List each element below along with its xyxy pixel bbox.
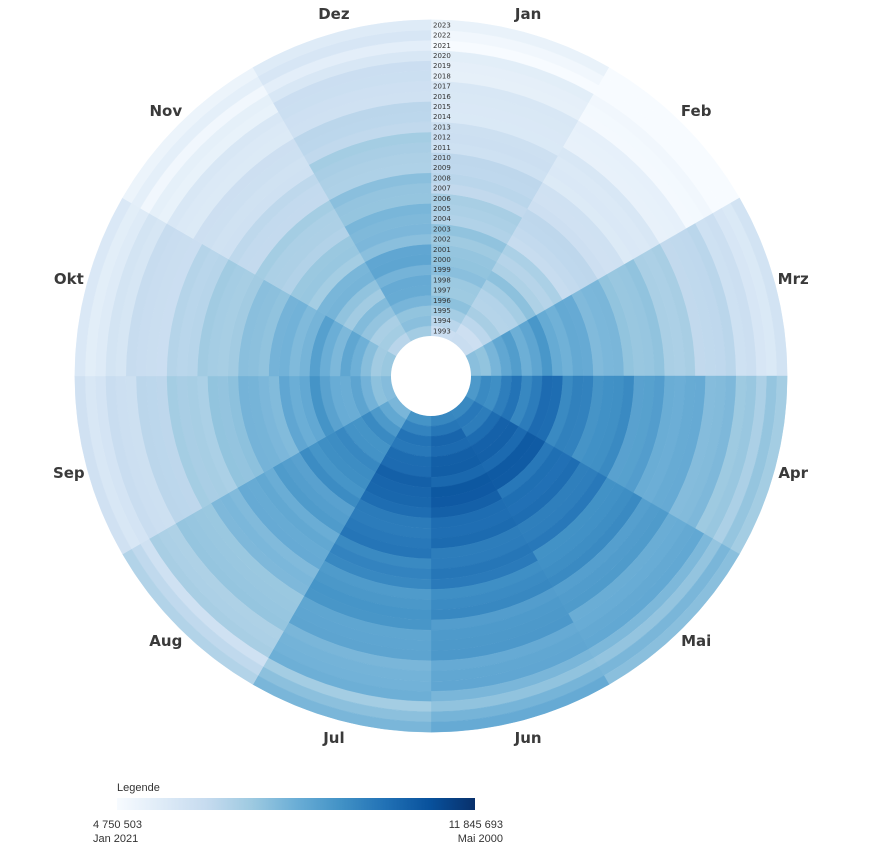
year-label-2007: 2007 (433, 185, 451, 193)
month-label-sep: Sep (53, 464, 85, 482)
year-label-2022: 2022 (433, 32, 451, 40)
heatmap-cells (74, 19, 788, 733)
month-label-nov: Nov (149, 102, 182, 120)
year-labels: 1993 1994 1995 1996 1997 1998 1999 2000 2001 2002… (433, 21, 451, 335)
center-hole (391, 336, 471, 416)
month-label-mai: Mai (681, 632, 711, 650)
year-label-2001: 2001 (433, 246, 451, 254)
legend-min-value: 4 750 503 (93, 819, 142, 831)
year-label-2019: 2019 (433, 62, 451, 70)
month-label-okt: Okt (54, 270, 84, 288)
year-label-2012: 2012 (433, 134, 451, 142)
legend-min: 4 750 503 Jan 2021 (93, 818, 142, 846)
year-label-2010: 2010 (433, 154, 451, 162)
month-label-jan: Jan (514, 5, 541, 23)
year-label-1996: 1996 (433, 297, 451, 305)
year-label-2003: 2003 (433, 225, 451, 233)
year-label-2005: 2005 (433, 205, 451, 213)
year-label-2021: 2021 (433, 42, 451, 50)
year-label-2011: 2011 (433, 144, 451, 152)
year-label-1997: 1997 (433, 287, 451, 295)
year-label-2015: 2015 (433, 103, 451, 111)
year-label-1994: 1994 (433, 317, 451, 325)
month-label-dez: Dez (318, 5, 350, 23)
year-label-2006: 2006 (433, 195, 451, 203)
year-label-1995: 1995 (433, 307, 451, 315)
month-labels: Jan Feb Mrz Apr Mai Jun Jul Aug Sep Okt Nov Dez (53, 5, 809, 747)
month-label-jul: Jul (322, 729, 344, 747)
cell-Dez-2016 (288, 90, 432, 139)
legend-title: Legende (117, 782, 160, 794)
year-label-2004: 2004 (433, 215, 451, 223)
legend-max-value: 11 845 693 (448, 819, 503, 831)
month-label-jun: Jun (514, 729, 542, 747)
legend-min-period: Jan 2021 (93, 833, 139, 845)
year-label-2017: 2017 (433, 83, 451, 91)
year-label-2018: 2018 (433, 72, 451, 80)
legend-max-period: Mai 2000 (457, 833, 503, 845)
month-label-feb: Feb (681, 102, 712, 120)
month-label-apr: Apr (778, 464, 808, 482)
cell-Dez-2017 (283, 80, 432, 130)
year-label-2009: 2009 (433, 164, 451, 172)
legend-max: 11 845 693 Mai 2000 (449, 818, 503, 846)
month-label-mrz: Mrz (778, 270, 809, 288)
year-label-1998: 1998 (433, 276, 451, 284)
month-label-aug: Aug (149, 632, 182, 650)
year-label-2014: 2014 (433, 113, 451, 121)
year-label-2008: 2008 (433, 174, 451, 182)
year-label-1999: 1999 (433, 266, 451, 274)
year-label-1993: 1993 (433, 327, 451, 335)
year-label-2020: 2020 (433, 52, 451, 60)
year-label-2016: 2016 (433, 93, 451, 101)
year-label-2013: 2013 (433, 123, 451, 131)
year-label-2023: 2023 (433, 21, 451, 29)
cell-Dez-2023 (252, 19, 432, 77)
legend-color-scale (117, 798, 475, 810)
year-label-2002: 2002 (433, 236, 451, 244)
cell-Dez-2018 (278, 70, 432, 121)
year-label-2000: 2000 (433, 256, 451, 264)
